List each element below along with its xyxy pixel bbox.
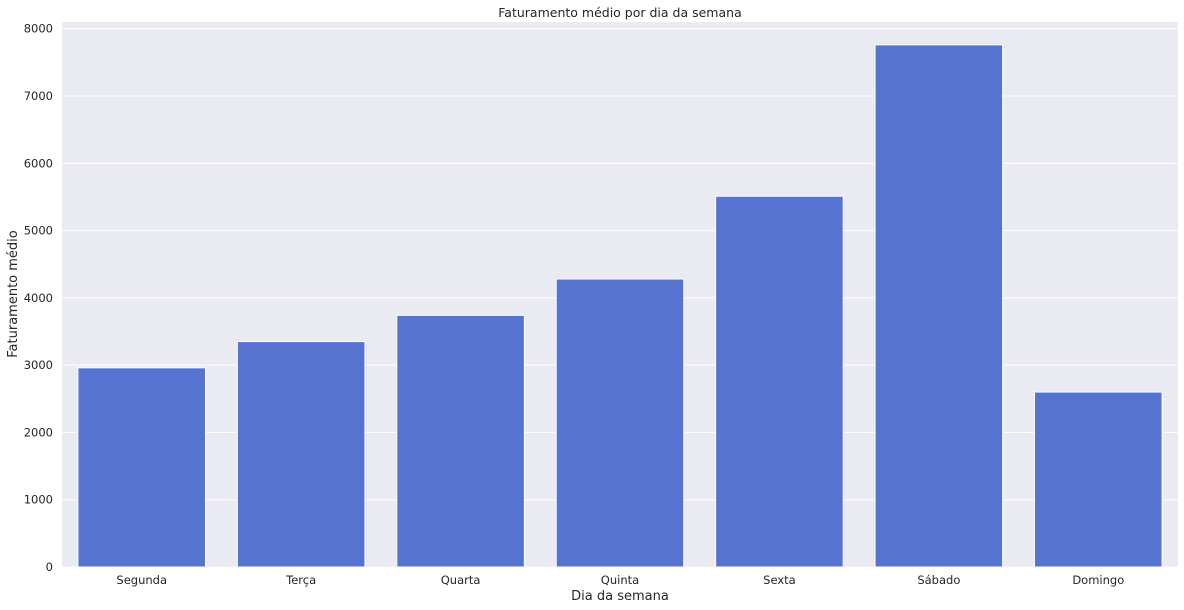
- y-tick-label: 5000: [24, 224, 53, 238]
- x-tick-labels: Segunda Terça Quarta Quinta Sexta Sábado Domin…: [116, 573, 1124, 587]
- bars: [77, 44, 1163, 568]
- x-tick-label: Segunda: [116, 573, 167, 587]
- bar-sábado: [874, 44, 1004, 568]
- x-tick-label: Quarta: [441, 573, 481, 587]
- x-tick-label: Sexta: [763, 573, 796, 587]
- y-axis-label: Faturamento médio: [6, 230, 21, 358]
- y-tick-label: 6000: [24, 156, 53, 170]
- x-axis-label: Dia da semana: [571, 589, 669, 604]
- y-tick-label: 3000: [24, 358, 53, 372]
- bar-quinta: [555, 278, 685, 568]
- y-tick-label: 8000: [24, 22, 53, 36]
- chart-title: Faturamento médio por dia da semana: [498, 5, 741, 20]
- x-tick-label: Quinta: [601, 573, 639, 587]
- bar-quarta: [396, 314, 525, 568]
- y-tick-label: 7000: [24, 89, 53, 103]
- x-tick-label: Sábado: [917, 573, 960, 587]
- y-tick-label: 1000: [24, 493, 53, 507]
- bar-terça: [236, 341, 366, 568]
- y-tick-label: 2000: [24, 425, 53, 439]
- y-tick-labels: 0 1000 2000 3000 4000 5000 6000 7000 8000: [24, 22, 53, 574]
- bar-domingo: [1034, 391, 1163, 568]
- y-tick-label: 4000: [24, 291, 53, 305]
- bar-segunda: [77, 367, 206, 568]
- bar-sexta: [715, 195, 844, 568]
- x-tick-label: Domingo: [1072, 573, 1124, 587]
- x-tick-label: Terça: [285, 573, 316, 587]
- y-tick-label: 0: [46, 560, 53, 574]
